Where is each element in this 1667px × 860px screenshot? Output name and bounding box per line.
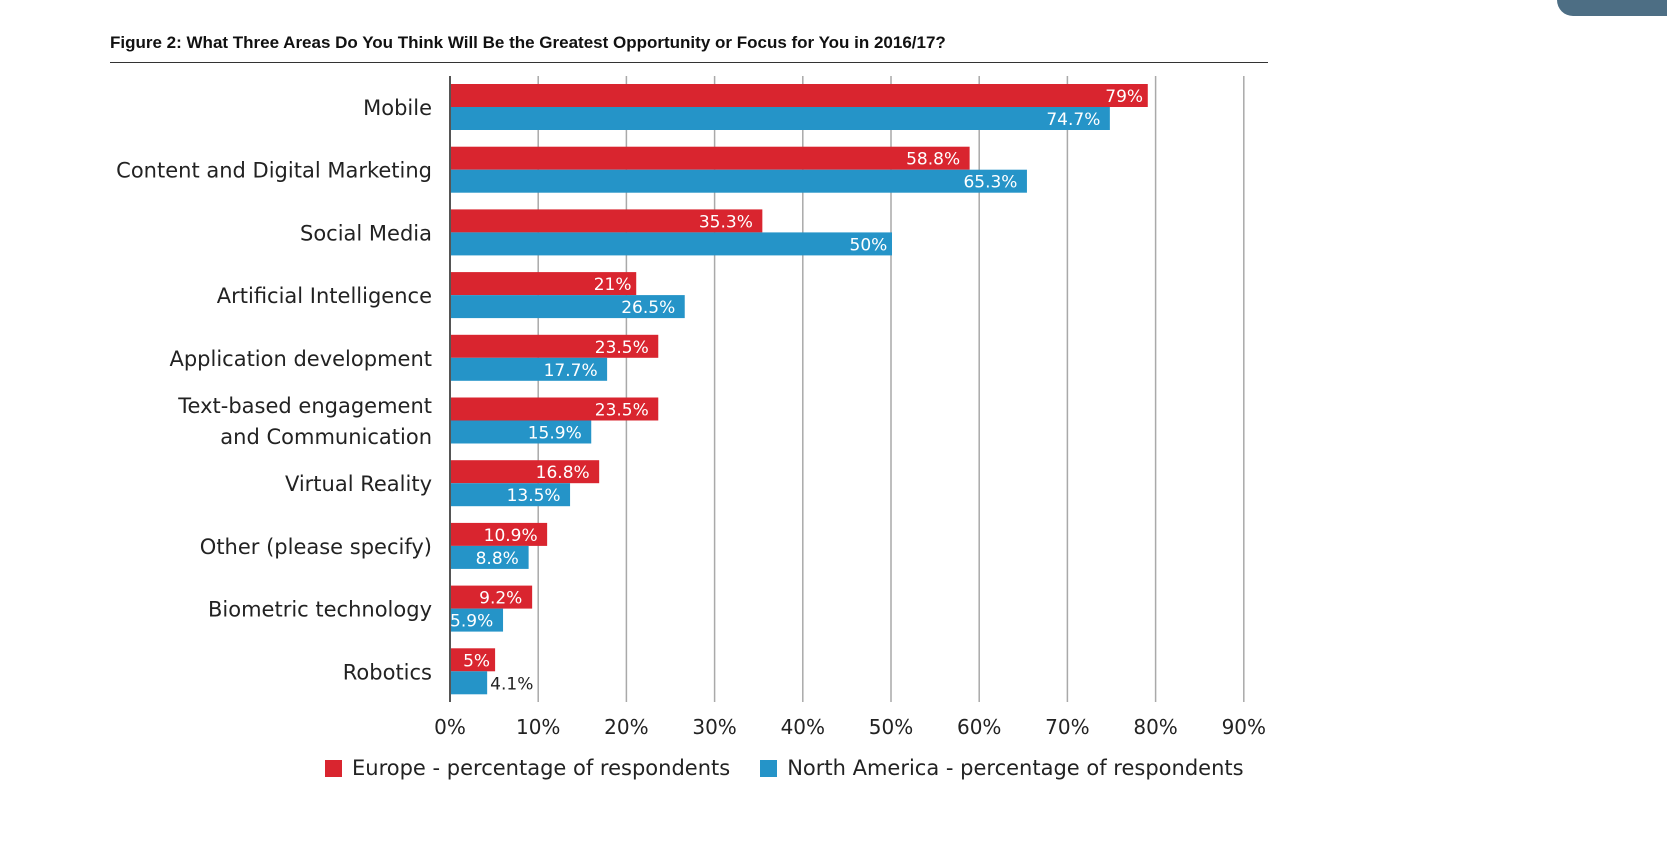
data-label-europe: 5% (463, 651, 490, 671)
data-label-europe: 21% (594, 275, 632, 295)
data-label-north-america: 5.9% (450, 612, 493, 632)
bar-europe (451, 460, 600, 484)
data-label-north-america: 26.5% (621, 298, 675, 318)
bar-chart: 0% 10% 20% 30% 40% 50% 60% 70% 80% 90% Mobile 79%74… (116, 76, 1266, 739)
category-label: Robotics (343, 660, 432, 684)
bar-europe (451, 522, 548, 546)
x-tick-label: 30% (692, 715, 736, 739)
bar-north-america (451, 295, 685, 319)
bar-europe (451, 84, 1148, 107)
bar-north-america (451, 107, 1110, 130)
bar-europe (451, 397, 659, 421)
category-label: and Communication (220, 425, 432, 449)
category-label: Biometric technology (208, 598, 432, 622)
legend-label-europe: Europe - percentage of respondents (352, 756, 731, 780)
legend: Europe - percentage of respondents North… (325, 756, 1274, 780)
bar-europe (451, 648, 496, 672)
bar-north-america (451, 357, 608, 381)
legend-swatch-north-america (760, 759, 778, 777)
data-label-north-america: 4.1% (490, 674, 533, 694)
bar-europe (451, 272, 637, 296)
category-label: Mobile (363, 96, 432, 120)
x-tick-label: 70% (1045, 715, 1089, 739)
x-tick-label: 10% (516, 715, 560, 739)
x-tick-label: 40% (781, 715, 825, 739)
legend-label-north-america: North America - percentage of respondent… (787, 756, 1244, 780)
title-rule (110, 62, 1268, 63)
data-label-europe: 35.3% (699, 212, 753, 232)
data-label-europe: 79% (1105, 87, 1143, 107)
data-label-europe: 58.8% (906, 150, 960, 170)
bar-north-america (451, 420, 592, 444)
x-tick-label: 60% (957, 715, 1001, 739)
data-label-europe: 16.8% (536, 463, 590, 483)
legend-swatch-europe (325, 759, 342, 777)
bar-europe (451, 334, 659, 358)
x-tick-label: 0% (434, 715, 466, 739)
data-label-north-america: 74.7% (1046, 110, 1100, 130)
data-label-north-america: 8.8% (476, 549, 519, 569)
category-label: Artificial Intelligence (217, 284, 432, 308)
data-label-north-america: 50% (850, 235, 888, 255)
category-label: Text-based engagement (177, 394, 432, 418)
x-tick-label: 20% (604, 715, 648, 739)
x-tick-label: 50% (869, 715, 913, 739)
bar-europe (451, 209, 763, 233)
data-label-north-america: 17.7% (544, 361, 598, 381)
category-label: Virtual Reality (285, 472, 432, 496)
data-label-europe: 23.5% (595, 401, 649, 421)
legend-item-north-america: North America - percentage of respondent… (760, 756, 1244, 780)
bar-north-america (451, 483, 571, 507)
bar-north-america (451, 608, 504, 632)
corner-decoration (1557, 0, 1667, 16)
bar-north-america (451, 545, 529, 569)
bar-north-america (451, 169, 1027, 193)
data-label-north-america: 15.9% (528, 424, 582, 444)
data-label-europe: 10.9% (484, 526, 538, 546)
category-label: Content and Digital Marketing (116, 159, 432, 183)
bar-north-america (451, 671, 488, 695)
category-label: Social Media (300, 221, 432, 245)
data-label-europe: 23.5% (595, 338, 649, 358)
bar-europe (451, 146, 970, 170)
bar-europe (451, 585, 533, 609)
data-label-europe: 9.2% (479, 589, 522, 609)
x-tick-label: 80% (1133, 715, 1177, 739)
bar-north-america (451, 232, 892, 256)
chart-title: Figure 2: What Three Areas Do You Think … (110, 33, 946, 52)
category-label: Application development (169, 347, 432, 371)
data-label-north-america: 65.3% (963, 173, 1017, 193)
x-tick-label: 90% (1222, 715, 1266, 739)
legend-item-europe: Europe - percentage of respondents (325, 756, 730, 780)
data-label-north-america: 13.5% (507, 486, 561, 506)
category-label: Other (please specify) (200, 535, 432, 559)
